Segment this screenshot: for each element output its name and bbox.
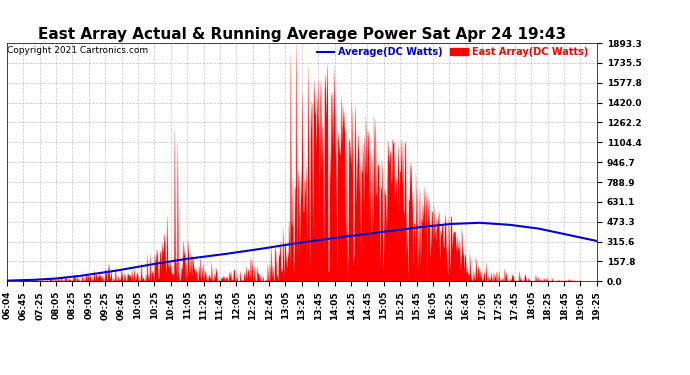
Title: East Array Actual & Running Average Power Sat Apr 24 19:43: East Array Actual & Running Average Powe…: [38, 27, 566, 42]
Legend: Average(DC Watts), East Array(DC Watts): Average(DC Watts), East Array(DC Watts): [313, 43, 592, 61]
Text: Copyright 2021 Cartronics.com: Copyright 2021 Cartronics.com: [7, 46, 148, 55]
